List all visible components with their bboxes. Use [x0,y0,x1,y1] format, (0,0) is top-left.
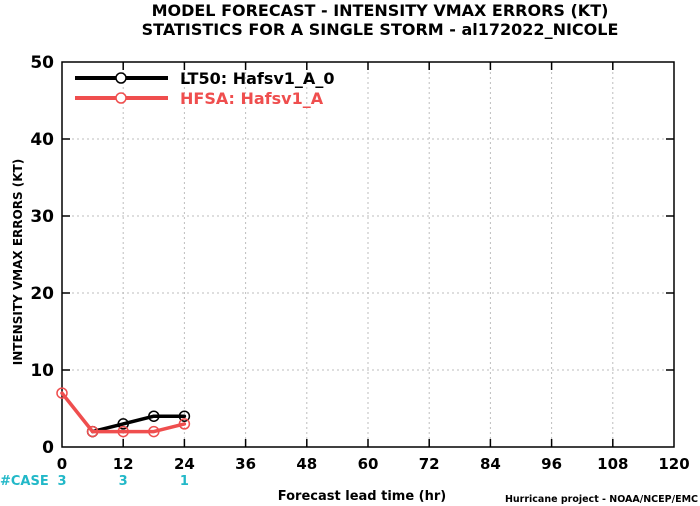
legend-label: HFSA: Hafsv1_A [180,89,324,108]
series-group [56,387,191,438]
case-count-label: #CASE [0,474,49,489]
y-axis-ticks: 0 10 20 30 40 50 [30,53,674,458]
y-tick-label: 50 [30,53,54,73]
x-tick-label: 24 [174,455,195,473]
plot-frame [61,61,675,448]
chart-title-line1: MODEL FORECAST - INTENSITY VMAX ERRORS (… [152,1,609,20]
grid-lines [62,62,674,447]
x-axis-ticks: 0 12 24 36 48 60 72 84 96 108 120 [57,62,690,473]
legend-swatch-marker [115,72,127,84]
series-point-2 [117,425,129,438]
x-tick-label: 84 [480,455,501,473]
legend-swatch-marker [115,92,127,104]
x-tick-label: 0 [57,455,67,473]
y-tick-label: 30 [30,207,54,227]
x-tick-label: 48 [296,455,317,473]
chart-title-line2: STATISTICS FOR A SINGLE STORM - al172022… [142,20,619,39]
x-tick-label: 120 [658,455,689,473]
series-point-2 [148,425,160,438]
series-point-1 [178,410,191,422]
series-line-2 [60,391,187,434]
case-count: 1 [180,474,189,489]
x-tick-label: 72 [419,455,440,473]
y-tick-label: 0 [42,438,54,458]
case-count: 3 [119,474,128,489]
credit-text: Hurricane project - NOAA/NCEP/EMC [505,494,698,505]
y-tick-label: 20 [30,284,54,304]
case-count: 3 [57,474,66,489]
series-point-1 [117,418,129,430]
legend-label: LT50: Hafsv1_A_0 [180,69,334,88]
y-tick-label: 40 [30,130,54,150]
series-point-1 [148,410,160,422]
x-tick-label: 60 [358,455,379,473]
series-point-2 [86,425,99,438]
series-point-2 [178,418,191,430]
y-axis-label: INTENSITY VMAX ERRORS (KT) [11,159,25,365]
x-tick-label: 108 [597,455,628,473]
case-counts: 3 3 1 [57,474,188,489]
y-tick-label: 10 [30,361,54,381]
series-point-2 [56,387,68,399]
x-axis-label: Forecast lead time (hr) [278,489,446,504]
series-line-1 [90,414,187,434]
x-tick-label: 96 [541,455,562,473]
x-tick-label: 36 [235,455,256,473]
x-tick-label: 12 [113,455,134,473]
